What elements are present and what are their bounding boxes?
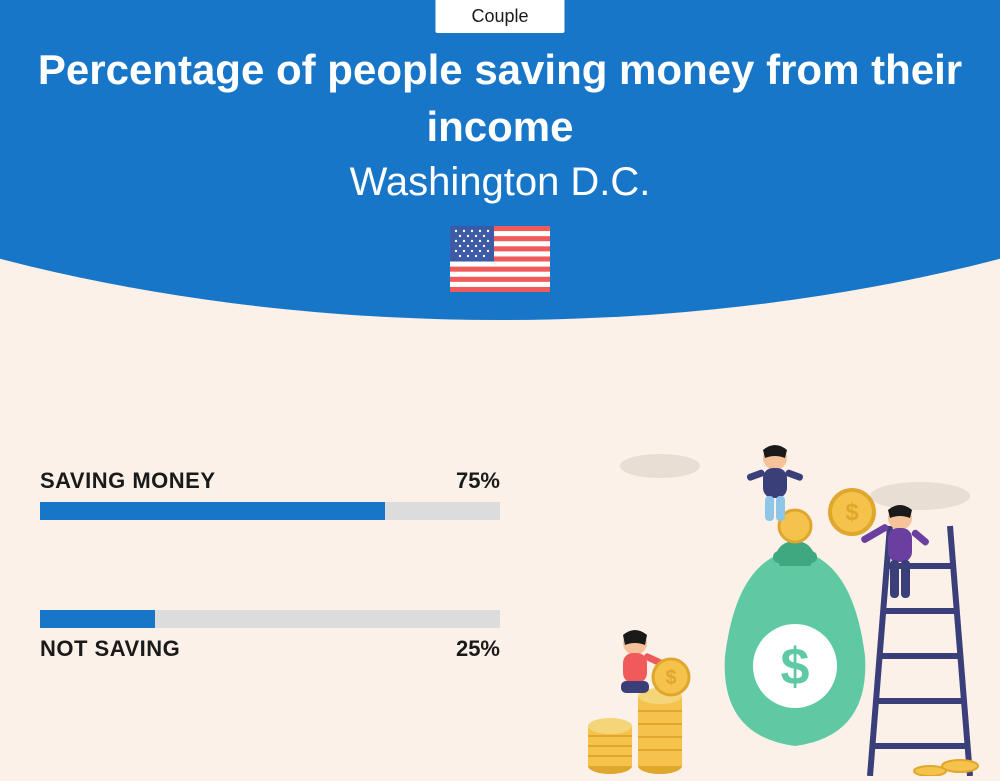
bar-label: SAVING MONEY	[40, 468, 216, 494]
bar-track	[40, 502, 500, 520]
page-title: Percentage of people saving money from t…	[0, 42, 1000, 155]
bar-saving-money: SAVING MONEY 75%	[40, 468, 500, 520]
bar-track	[40, 610, 500, 628]
page-subtitle: Washington D.C.	[0, 160, 1000, 205]
savings-illustration: $ $	[560, 436, 1000, 776]
bars-container: SAVING MONEY 75% NOT SAVING 25%	[40, 468, 500, 752]
svg-text:$: $	[845, 499, 859, 526]
bar-value: 25%	[456, 636, 500, 662]
bar-label: NOT SAVING	[40, 636, 180, 662]
svg-text:$: $	[781, 638, 810, 696]
bar-value: 75%	[456, 468, 500, 494]
tab-couple: Couple	[435, 0, 564, 33]
svg-text:$: $	[665, 667, 676, 689]
bar-fill	[40, 610, 155, 628]
bar-fill	[40, 502, 385, 520]
usa-flag-icon	[450, 226, 550, 292]
bar-not-saving: NOT SAVING 25%	[40, 610, 500, 662]
